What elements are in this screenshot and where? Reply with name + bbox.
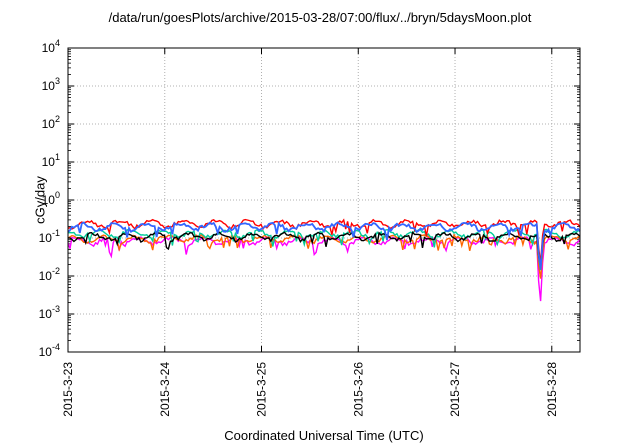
x-axis-label: Coordinated Universal Time (UTC) bbox=[224, 428, 424, 443]
y-tick-label: 101 bbox=[42, 152, 60, 169]
y-tick-label: 102 bbox=[42, 114, 60, 131]
series-line-4 bbox=[67, 231, 581, 268]
y-tick-label: 100 bbox=[42, 190, 60, 207]
chart-title: /data/run/goesPlots/archive/2015-03-28/0… bbox=[108, 10, 532, 25]
y-tick-label: 104 bbox=[42, 38, 60, 55]
x-tick-label: 2015-3-26 bbox=[351, 362, 365, 417]
y-tick-label: 103 bbox=[42, 76, 60, 93]
x-tick-label: 2015-3-23 bbox=[61, 362, 75, 417]
series-line-1 bbox=[67, 235, 581, 302]
y-tick-label: 10-2 bbox=[39, 266, 60, 283]
x-tick-label: 2015-3-25 bbox=[255, 362, 269, 417]
series-line-2 bbox=[67, 232, 581, 279]
series-line-6 bbox=[67, 220, 581, 270]
y-tick-label: 10-3 bbox=[39, 304, 60, 321]
plot-frame bbox=[67, 47, 581, 353]
y-axis-label: cGy/day bbox=[32, 176, 48, 224]
x-tick-label: 2015-3-24 bbox=[158, 362, 172, 417]
y-tick-label: 10-4 bbox=[39, 342, 60, 359]
y-tick-label: 10-1 bbox=[39, 228, 60, 245]
x-tick-label: 2015-3-28 bbox=[545, 362, 559, 417]
x-tick-label: 2015-3-27 bbox=[448, 362, 462, 417]
